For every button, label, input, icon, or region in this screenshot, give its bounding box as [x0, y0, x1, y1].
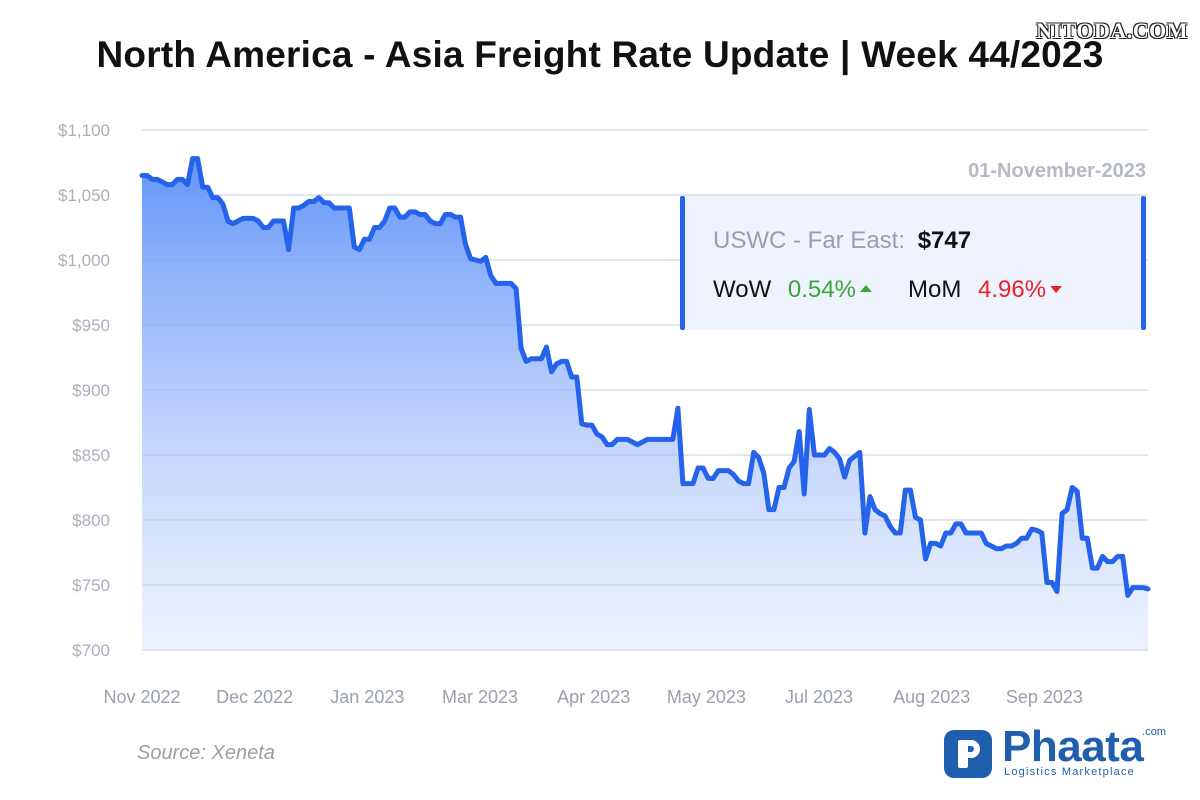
x-tick-label: Aug 2023: [893, 687, 970, 707]
logo-name: Phaata: [1002, 722, 1144, 771]
brand-logo: Phaata .com Logistics Marketplace: [944, 722, 1170, 784]
y-tick-label: $1,100: [58, 121, 110, 140]
x-tick-label: May 2023: [667, 687, 746, 707]
info-panel-right-border: [1141, 196, 1146, 330]
source-note: Source: Xeneta: [137, 742, 275, 764]
info-panel-left-border: [680, 196, 685, 330]
y-tick-label: $850: [72, 446, 110, 465]
series-line-uswc-far-east: [139, 156, 1151, 598]
wow-value: 0.54%: [788, 276, 856, 303]
info-box: 01-November-2023 USWC - Far East: $747 W…: [680, 160, 1146, 330]
mom-value: 4.96%: [978, 276, 1046, 303]
y-tick-label: $1,000: [58, 251, 110, 270]
caret-up-icon: [859, 285, 872, 292]
chart-title: North America - Asia Freight Rate Update…: [96, 34, 1104, 75]
x-tick-label: Nov 2022: [103, 687, 180, 707]
y-tick-label: $700: [72, 641, 110, 660]
logo-tagline: Logistics Marketplace: [1004, 766, 1135, 778]
x-tick-label: Apr 2023: [557, 687, 630, 707]
info-route-line: USWC - Far East: $747: [713, 227, 971, 254]
info-route-value: $747: [918, 227, 971, 254]
info-panel: [683, 196, 1145, 330]
x-tick-label: Jan 2023: [330, 687, 404, 707]
area-fill: [142, 158, 1148, 650]
info-mom-line: MoM 4.96%: [908, 276, 1046, 303]
x-tick-label: Dec 2022: [216, 687, 293, 707]
caret-down-icon: [1050, 286, 1063, 293]
y-tick-label: $900: [72, 381, 110, 400]
info-change-line: WoW 0.54%: [713, 276, 856, 303]
x-tick-label: Mar 2023: [442, 687, 518, 707]
y-tick-label: $750: [72, 576, 110, 595]
info-date: 01-November-2023: [968, 160, 1146, 182]
y-tick-label: $1,050: [58, 186, 110, 205]
watermark: NITODA.COM: [1036, 18, 1188, 43]
logo-mark-icon: [944, 730, 992, 778]
y-tick-label: $800: [72, 511, 110, 530]
wow-label: WoW: [713, 276, 772, 303]
x-tick-label: Jul 2023: [785, 687, 853, 707]
x-tick-label: Sep 2023: [1006, 687, 1083, 707]
mom-label: MoM: [908, 276, 961, 303]
logo-domain: .com: [1142, 726, 1166, 738]
y-tick-label: $950: [72, 316, 110, 335]
info-route-label: USWC - Far East:: [713, 227, 905, 254]
